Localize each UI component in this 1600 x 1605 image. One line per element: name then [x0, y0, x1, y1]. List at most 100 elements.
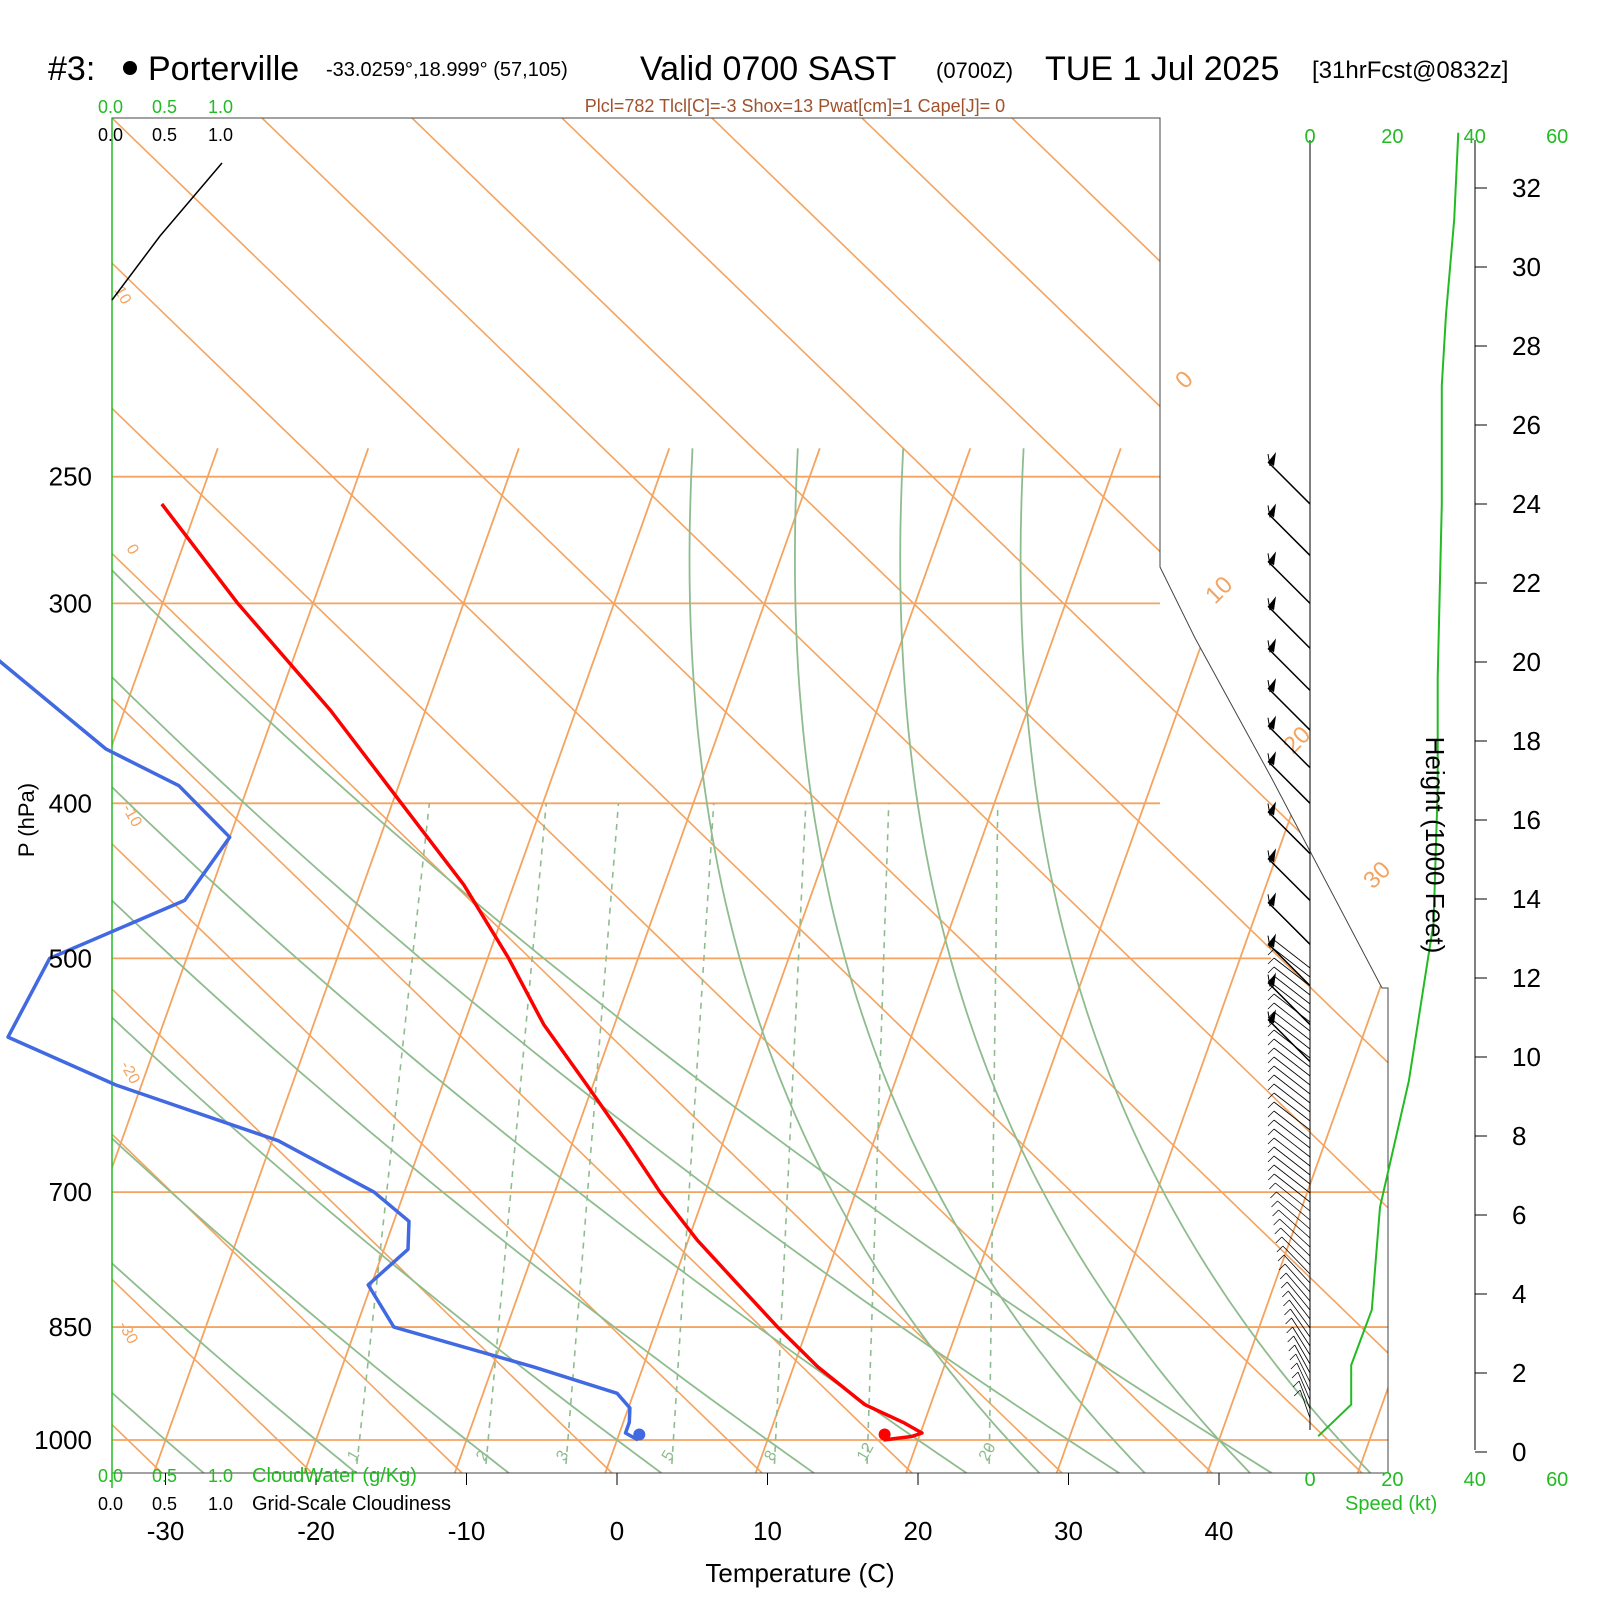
low-wind-barb-tick — [1288, 1344, 1296, 1352]
isotherm-diagonal — [112, 118, 1363, 1473]
low-wind-barb — [1273, 1173, 1311, 1203]
sounding-indices: Plcl=782 Tlcl[C]=-3 Shox=13 Pwat[cm]=1 C… — [585, 96, 1005, 116]
isotherm-label: 0 — [1170, 366, 1199, 395]
isotherm-line — [1203, 448, 1388, 1473]
mixing-ratio-label: 5 — [659, 1448, 678, 1464]
wind-barb-shaft — [1267, 605, 1311, 649]
valid-zulu: (0700Z) — [936, 58, 1013, 83]
low-wind-barb-tick — [1282, 1290, 1289, 1298]
height-tick-label: 10 — [1512, 1042, 1541, 1072]
low-wind-barb — [1273, 1146, 1311, 1176]
low-wind-barb-tick — [1286, 1326, 1293, 1334]
isotherm-diagonal — [112, 118, 763, 1473]
low-wind-barb-tick — [1267, 1128, 1275, 1136]
low-wind-barb — [1281, 1236, 1311, 1266]
pressure-tick-label: 1000 — [34, 1425, 92, 1455]
wind-barbs — [1267, 451, 1311, 1063]
low-wind-barb-tick — [1290, 1362, 1298, 1370]
height-tick-label: 12 — [1512, 963, 1541, 993]
cloudiness-scale-top: 0.0 0.5 1.0 — [98, 125, 233, 145]
low-wind-barb — [1273, 1083, 1311, 1113]
dry-adiabat-line — [112, 447, 673, 1473]
low-wind-barb — [1273, 1164, 1311, 1194]
wind-barb-tick — [1267, 850, 1271, 863]
pressure-tick-labels: 250 300 400 500 700 850 1000 — [34, 462, 92, 1455]
isobar-lines — [112, 475, 1388, 1441]
low-wind-barb-tick — [1276, 1245, 1284, 1253]
height-tick-label: 2 — [1512, 1358, 1526, 1388]
isotherm-diagonal — [411, 118, 1388, 1473]
height-tick-label: 16 — [1512, 805, 1541, 835]
height-tick-label: 24 — [1512, 489, 1541, 519]
wind-barb-shaft — [1267, 1018, 1311, 1063]
wind-barb-shaft — [1267, 857, 1311, 901]
wind-barb-flag — [1268, 751, 1276, 766]
low-wind-barb — [1273, 1137, 1311, 1167]
low-wind-barb — [1293, 1335, 1311, 1365]
low-wind-barb — [1273, 1092, 1311, 1122]
cloudiness-trace — [111, 162, 223, 301]
isotherm-diagonal — [112, 118, 613, 1473]
mixing-ratio-label: 2 — [473, 1448, 492, 1464]
speed-tick-label: 0 — [1304, 126, 1315, 148]
speed-tick-label: 0 — [1304, 1469, 1315, 1491]
low-wind-barb-tick — [1267, 1011, 1275, 1019]
moist-adiabat-line — [899, 448, 1259, 1473]
mixing-ratio-label: 20 — [976, 1440, 1000, 1464]
cloudiness-tick: 0.0 — [98, 125, 123, 145]
isotherm-diagonal — [1462, 118, 1600, 1473]
low-wind-barb — [1273, 1002, 1311, 1032]
low-wind-barb — [1273, 1011, 1311, 1041]
height-tick-label: 18 — [1512, 726, 1541, 756]
low-wind-barb — [1279, 1218, 1311, 1248]
moist-adiabat-line — [688, 448, 1048, 1473]
low-wind-barb-tick — [1285, 1317, 1292, 1325]
low-wind-barb — [1291, 1317, 1311, 1347]
mixing-ratio-line — [773, 803, 807, 1464]
isotherm-line — [112, 448, 370, 1473]
low-wind-barb-tick — [1267, 1146, 1275, 1154]
low-wind-barb — [1276, 1191, 1311, 1221]
speed-tick-label: 20 — [1381, 126, 1403, 148]
low-wind-barb-tick — [1267, 1065, 1275, 1073]
station-marker-icon — [123, 61, 137, 75]
cloudiness-tick: 0.5 — [152, 1494, 177, 1514]
height-tick-label: 30 — [1512, 252, 1541, 282]
low-wind-barb — [1299, 1389, 1311, 1419]
low-wind-barb — [1284, 1263, 1311, 1293]
isotherm-diagonal — [561, 118, 1388, 1473]
mixing-ratio-line — [671, 803, 715, 1464]
low-wind-barb-tick — [1267, 1164, 1275, 1172]
low-wind-barb — [1273, 966, 1311, 996]
temperature-tick-label: 20 — [904, 1516, 933, 1546]
low-wind-barb-tick — [1267, 1047, 1275, 1055]
height-tick-label: 20 — [1512, 647, 1541, 677]
low-wind-barb-tick — [1267, 1137, 1275, 1145]
low-wind-barb-tick — [1273, 1218, 1280, 1226]
low-wind-barb-tick — [1267, 984, 1275, 992]
wind-barb-tick — [1267, 553, 1271, 566]
cloudiness-tick: 1.0 — [208, 1494, 233, 1514]
isotherm-diagonal — [112, 118, 463, 1473]
cloudiness-label: Grid-Scale Cloudiness — [252, 1493, 451, 1515]
station-number: #3: — [48, 50, 95, 88]
forecast-info: [31hrFcst@0832z] — [1312, 57, 1508, 84]
low-wind-barb-tick — [1277, 1254, 1285, 1262]
low-wind-barb — [1280, 1227, 1311, 1257]
height-tick-label: 6 — [1512, 1200, 1526, 1230]
wind-barb-shaft — [1267, 461, 1311, 505]
mixing-ratio-line — [356, 803, 431, 1464]
mixing-ratio-line — [988, 803, 999, 1464]
isotherm-line — [451, 448, 821, 1473]
cloudwater-tick: 0.0 — [98, 1466, 123, 1486]
isotherm-label: 10 — [111, 284, 135, 308]
wind-barb-flag — [1268, 451, 1276, 466]
low-wind-barb — [1273, 1074, 1311, 1104]
wind-barb-shaft — [1267, 512, 1311, 556]
temperature-tick-label: -30 — [147, 1516, 185, 1546]
wind-barb-tick — [1267, 505, 1271, 518]
low-wind-barb-tick — [1279, 1272, 1287, 1280]
